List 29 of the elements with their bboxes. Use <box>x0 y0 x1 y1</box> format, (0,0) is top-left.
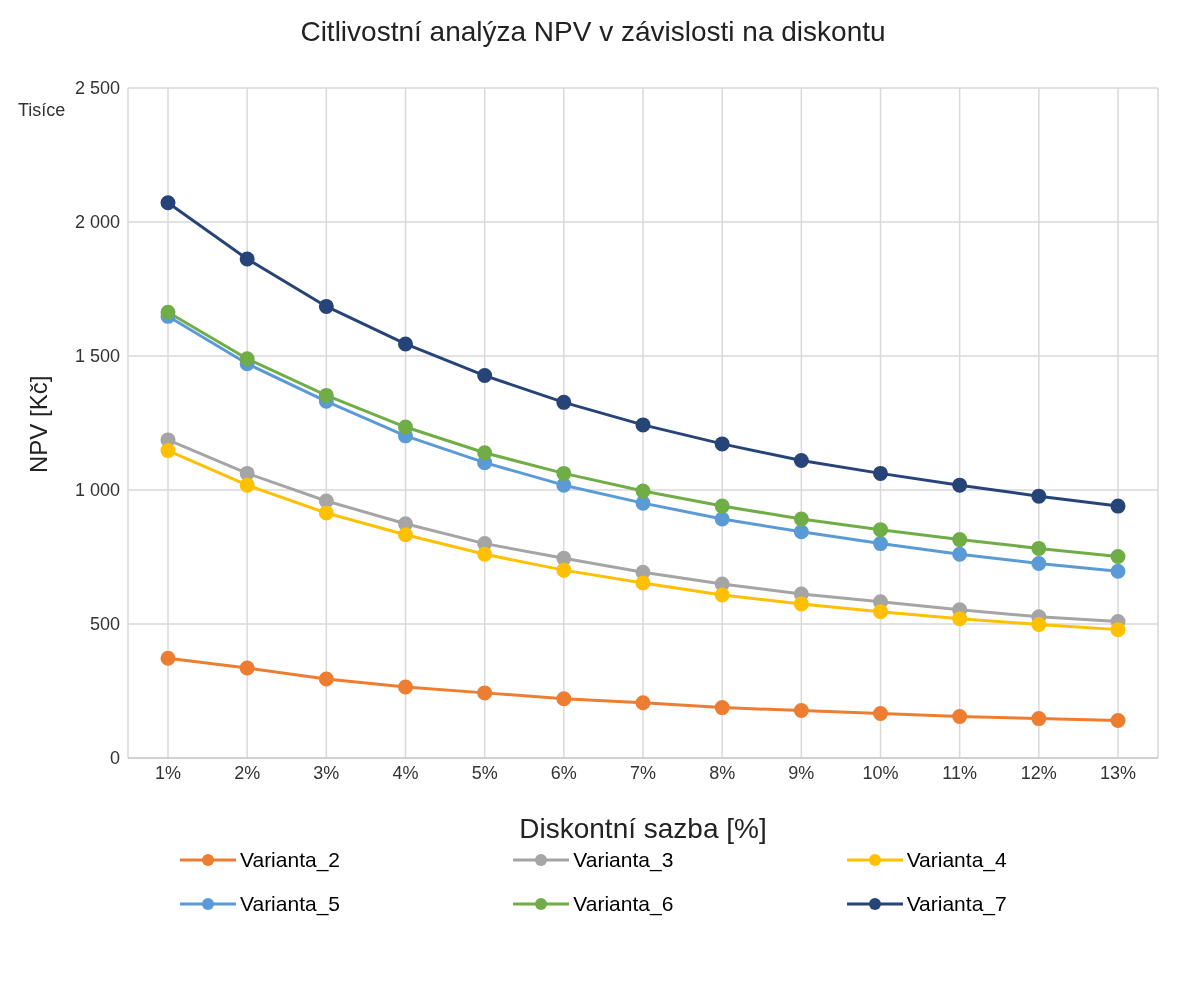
x-tick-label: 6% <box>550 762 577 783</box>
x-tick-label: 9% <box>788 762 815 783</box>
x-tick-label: 3% <box>313 762 340 783</box>
y-tick-label: 500 <box>89 614 120 635</box>
x-tick-label: 5% <box>471 762 498 783</box>
x-axis-title: Diskontní sazba [%] <box>519 813 767 844</box>
legend-label: Varianta_5 <box>240 892 341 916</box>
x-tick-label: 11% <box>942 762 978 783</box>
x-tick-label: 10% <box>862 762 899 783</box>
legend-label: Varianta_3 <box>573 848 674 872</box>
x-tick-label: 8% <box>709 762 736 783</box>
x-tick-label: 1% <box>154 762 182 783</box>
chart-title: Citlivostní analýza NPV v závislosti na diskontu <box>299 15 887 49</box>
y-tick-label: 2 500 <box>74 78 120 99</box>
y-tick-label: 2 000 <box>74 212 120 233</box>
legend-label: Varianta_6 <box>573 892 674 916</box>
text: Tisíce <box>18 100 66 121</box>
y-tick-label: 0 <box>109 748 120 769</box>
legend-label: Varianta_4 <box>906 848 1007 872</box>
x-tick-label: 13% <box>1099 762 1137 783</box>
x-tick-label: 4% <box>392 762 419 783</box>
x-tick-label: 12% <box>1020 762 1057 783</box>
legend-label: Varianta_7 <box>906 892 1007 916</box>
legend-label: Varianta_2 <box>240 848 341 872</box>
y-tick-label: 1 500 <box>74 346 120 367</box>
y-tick-label: 1 000 <box>74 480 120 501</box>
y-axis-title: NPV [Kč] <box>24 375 52 473</box>
x-tick-label: 2% <box>234 762 261 783</box>
x-tick-label: 7% <box>629 762 657 783</box>
